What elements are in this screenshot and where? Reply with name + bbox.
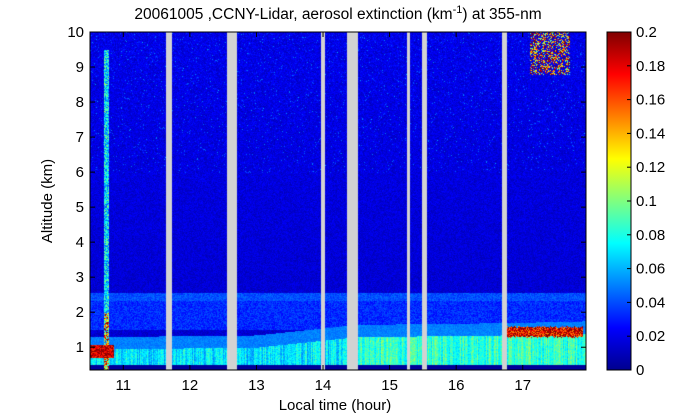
x-tick-label: 12: [182, 377, 199, 394]
y-tick-label: 9: [76, 59, 84, 76]
chart-title: 20061005 ,CCNY-Lidar, aerosol extinction…: [134, 4, 541, 23]
x-tick-label: 11: [115, 377, 131, 394]
y-tick-label: 8: [76, 94, 84, 111]
y-tick-label: 7: [76, 129, 84, 146]
y-tick-label: 2: [76, 304, 84, 321]
heatmap-plot-area: [90, 32, 586, 370]
colorbar-tick-label: 0.06: [636, 261, 665, 278]
colorbar-tick-label: 0.18: [636, 58, 665, 75]
x-tick-label: 13: [248, 377, 265, 394]
heatmap-canvas: [90, 32, 586, 370]
x-axis-label: Local time (hour): [279, 397, 392, 414]
y-tick-label: 5: [76, 199, 84, 216]
colorbar-tick-label: 0.08: [636, 227, 665, 244]
colorbar-tick-label: 0.12: [636, 159, 665, 176]
y-tick-label: 3: [76, 269, 84, 286]
colorbar-ticks: 0 0.02 0.04 0.06 0.08 0.1 0.12 0.14 0.16 0.18 0.2: [627, 24, 665, 379]
colorbar-tick-label: 0: [636, 362, 644, 379]
colorbar-tick-label: 0.04: [636, 294, 665, 311]
x-axis: 11 12 13 14 15 16 17: [115, 32, 531, 394]
y-tick-label: 10: [67, 24, 84, 41]
colorbar-tick-label: 0.02: [636, 328, 665, 345]
colorbar-tick-label: 0.1: [636, 193, 657, 210]
y-axis: 1 2 3 4 5 6 7 8 9 10: [67, 24, 586, 356]
x-tick-label: 16: [448, 377, 465, 394]
colorbar-tick-label: 0.2: [636, 24, 657, 41]
x-tick-label: 14: [315, 377, 332, 394]
colorbar-tick-label: 0.16: [636, 92, 665, 109]
y-axis-label: Altitude (km): [39, 159, 56, 243]
y-tick-label: 1: [76, 339, 84, 356]
plot-frame: [89, 31, 587, 371]
x-tick-label: 17: [514, 377, 531, 394]
y-tick-label: 6: [76, 164, 84, 181]
x-tick-label: 15: [381, 377, 398, 394]
colorbar-tick-label: 0.14: [636, 125, 665, 142]
y-tick-label: 4: [76, 234, 84, 251]
